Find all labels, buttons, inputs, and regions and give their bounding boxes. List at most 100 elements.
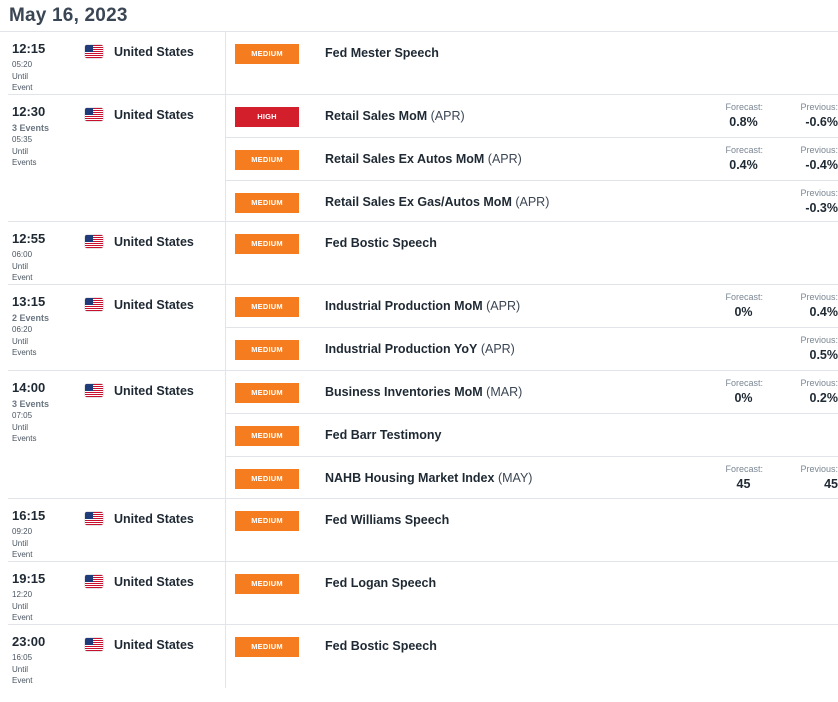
us-flag-icon [85, 575, 103, 588]
event-row[interactable]: MEDIUM Industrial Production YoY (APR) Pre… [226, 328, 838, 371]
event-name: Retail Sales Ex Gas/Autos MoM [325, 195, 512, 209]
event-name: Business Inventories MoM [325, 385, 483, 399]
event-name: Fed Bostic Speech [325, 236, 437, 250]
event-time: 16:15 [12, 508, 46, 523]
event-title[interactable]: Retail Sales Ex Gas/Autos MoM (APR) [325, 195, 549, 209]
event-title[interactable]: Fed Mester Speech [325, 46, 439, 60]
previous-block: Previous: -0.3% [768, 187, 838, 217]
event-period: (APR) [515, 195, 550, 209]
countdown-until-label: Until [12, 336, 29, 346]
countdown-time: 12:20 [12, 590, 33, 599]
us-flag-icon [85, 512, 103, 525]
previous-block: Previous: -0.4% [768, 144, 838, 174]
event-row[interactable]: MEDIUM Fed Bostic Speech [226, 625, 838, 668]
country-name: United States [114, 235, 194, 249]
time-column: 23:00 16:05 Until Event United States [8, 625, 226, 688]
previous-value: -0.6% [805, 115, 838, 129]
date-header: May 16, 2023 [0, 0, 838, 32]
countdown-until-label: Until [12, 261, 29, 271]
events-count: 2 Events [12, 313, 50, 323]
flag-canton [85, 638, 93, 645]
forecast-value: 0% [734, 305, 753, 319]
event-row[interactable]: MEDIUM Retail Sales Ex Gas/Autos MoM (APR… [226, 181, 838, 224]
importance-badge: MEDIUM [235, 426, 299, 446]
countdown-event-label: Event [12, 273, 33, 282]
importance-badge: MEDIUM [235, 44, 299, 64]
previous-block: Previous: 0.5% [768, 334, 838, 364]
event-period: (APR) [487, 152, 522, 166]
event-row[interactable]: MEDIUM Retail Sales Ex Autos MoM (APR) For… [226, 138, 838, 181]
us-flag-icon [85, 235, 103, 248]
forecast-label: Forecast: [725, 145, 763, 155]
event-row[interactable]: MEDIUM Fed Barr Testimony [226, 414, 838, 457]
importance-badge: MEDIUM [235, 340, 299, 360]
event-period: (APR) [480, 342, 515, 356]
event-title[interactable]: Fed Barr Testimony [325, 428, 441, 442]
time-column: 19:15 12:20 Until Event United States [8, 562, 226, 624]
event-title[interactable]: Industrial Production YoY (APR) [325, 342, 515, 356]
country-name: United States [114, 512, 194, 526]
event-title[interactable]: NAHB Housing Market Index (MAY) [325, 471, 532, 485]
previous-label: Previous: [800, 335, 838, 345]
us-flag-icon [85, 45, 103, 58]
countdown-time: 16:05 [12, 653, 33, 662]
forecast-value: 0.4% [729, 158, 758, 172]
event-name: Fed Bostic Speech [325, 639, 437, 653]
event-row[interactable]: MEDIUM NAHB Housing Market Index (MAY) For… [226, 457, 838, 500]
event-time: 12:55 [12, 231, 46, 246]
events-count: 3 Events [12, 399, 50, 409]
forecast-value: 45 [736, 477, 751, 491]
event-title[interactable]: Industrial Production MoM (APR) [325, 299, 520, 313]
country-name: United States [114, 108, 194, 122]
time-column: 12:15 05:20 Until Event United States [8, 32, 226, 94]
previous-label: Previous: [800, 378, 838, 388]
us-flag-icon [85, 298, 103, 311]
previous-block: Previous: 45 [768, 463, 838, 493]
event-title[interactable]: Retail Sales Ex Autos MoM (APR) [325, 152, 522, 166]
event-row[interactable]: MEDIUM Fed Williams Speech [226, 499, 838, 542]
event-title[interactable]: Fed Bostic Speech [325, 236, 437, 250]
time-group: 16:15 09:20 Until Event United States MEDIUM F… [8, 499, 838, 562]
previous-label: Previous: [800, 464, 838, 474]
event-row[interactable]: MEDIUM Industrial Production MoM (APR) For… [226, 285, 838, 328]
event-time: 14:00 [12, 380, 46, 395]
event-row[interactable]: MEDIUM Fed Mester Speech [226, 32, 838, 75]
event-title[interactable]: Fed Williams Speech [325, 513, 449, 527]
event-title[interactable]: Business Inventories MoM (MAR) [325, 385, 522, 399]
importance-badge: MEDIUM [235, 383, 299, 403]
time-details: 16:05 Until Event [12, 652, 32, 687]
event-name: Fed Barr Testimony [325, 428, 442, 442]
event-title[interactable]: Fed Logan Speech [325, 576, 436, 590]
date-title: May 16, 2023 [9, 5, 128, 26]
forecast-value: 0% [734, 391, 753, 405]
previous-value: 45 [824, 477, 838, 491]
countdown-until-label: Until [12, 422, 29, 432]
forecast-label: Forecast: [725, 378, 763, 388]
time-column: 12:55 06:00 Until Event United States [8, 222, 226, 284]
forecast-block: Forecast: 45 [696, 463, 766, 493]
forecast-block: Forecast: 0% [696, 377, 766, 407]
time-column: 16:15 09:20 Until Event United States [8, 499, 226, 561]
event-title[interactable]: Retail Sales MoM (APR) [325, 109, 465, 123]
forecast-label: Forecast: [725, 102, 763, 112]
previous-label: Previous: [800, 292, 838, 302]
importance-badge: MEDIUM [235, 511, 299, 531]
country-name: United States [114, 575, 194, 589]
forecast-block: Forecast: 0.8% [696, 101, 766, 131]
us-flag-icon [85, 384, 103, 397]
event-row[interactable]: MEDIUM Business Inventories MoM (MAR) Fore… [226, 371, 838, 414]
event-name: NAHB Housing Market Index [325, 471, 495, 485]
event-row[interactable]: HIGH Retail Sales MoM (APR) Forecast: 0.8% P… [226, 95, 838, 138]
time-details: 3 Events 05:35 Until Events [12, 122, 49, 169]
countdown-until-label: Until [12, 538, 29, 548]
forecast-label: Forecast: [725, 464, 763, 474]
country-name: United States [114, 298, 194, 312]
countdown-until-label: Until [12, 664, 29, 674]
forecast-label: Forecast: [725, 292, 763, 302]
event-row[interactable]: MEDIUM Fed Bostic Speech [226, 222, 838, 265]
event-title[interactable]: Fed Bostic Speech [325, 639, 437, 653]
event-period: (APR) [486, 299, 521, 313]
event-row[interactable]: MEDIUM Fed Logan Speech [226, 562, 838, 605]
importance-badge: MEDIUM [235, 234, 299, 254]
event-name: Retail Sales MoM [325, 109, 428, 123]
